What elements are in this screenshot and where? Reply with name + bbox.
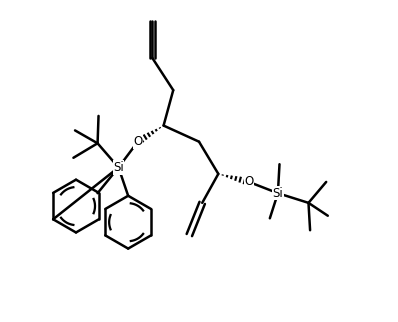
- Text: Si: Si: [113, 161, 124, 174]
- Text: Si: Si: [273, 187, 283, 200]
- Text: O: O: [244, 175, 254, 188]
- Text: O: O: [133, 135, 142, 148]
